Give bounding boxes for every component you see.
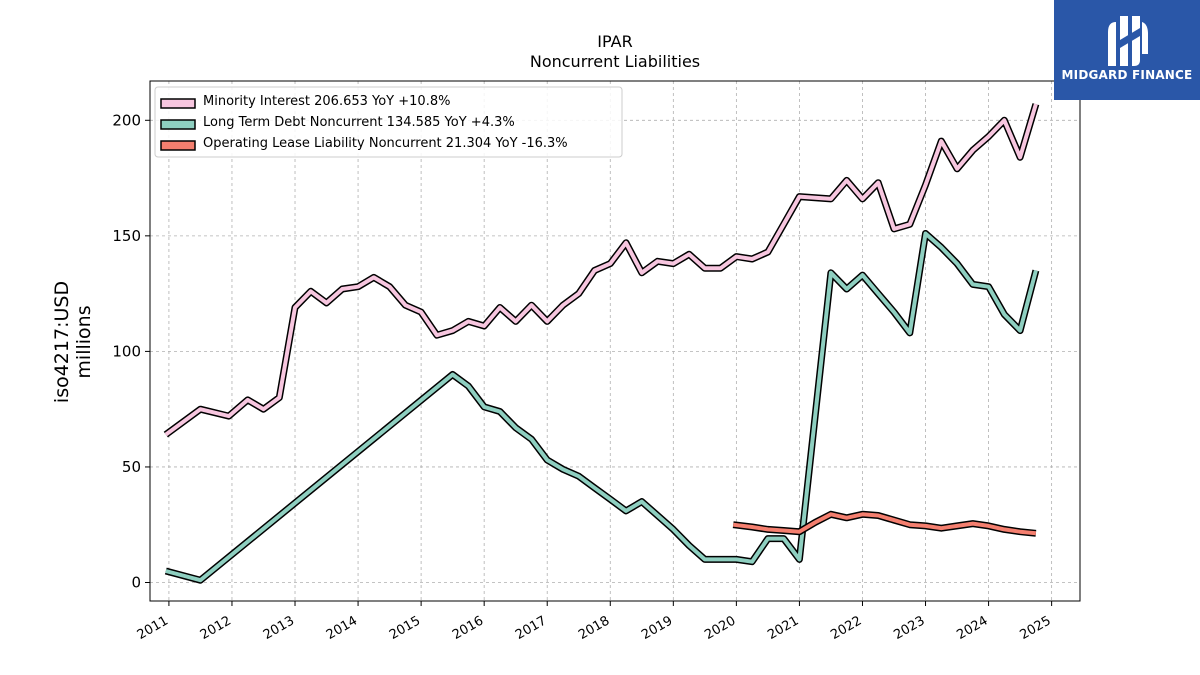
x-tick-label: 2012 (198, 613, 234, 643)
legend-label-operating-lease: Operating Lease Liability Noncurrent 21.… (203, 136, 568, 151)
x-tick-label: 2014 (324, 613, 360, 643)
x-tick-label: 2017 (513, 613, 549, 643)
legend-swatch-0 (160, 98, 196, 109)
series-line-0 (164, 103, 1038, 437)
x-tick-label: 2025 (1017, 613, 1053, 643)
grid (150, 81, 1080, 601)
series-line-1 (165, 231, 1038, 583)
y-tick-label: 100 (112, 342, 141, 360)
chart-subtitle: Noncurrent Liabilities (530, 52, 700, 71)
legend-swatch-2 (160, 140, 196, 151)
x-tick-label: 2015 (387, 613, 423, 643)
legend-box (154, 86, 623, 158)
x-tick-label: 2024 (954, 613, 990, 643)
x-tick-label: 2018 (576, 613, 612, 643)
x-tick-label: 2016 (450, 613, 486, 643)
midgard-logo-icon (1108, 16, 1148, 66)
y-axis-label-line1: iso4217:USD (51, 281, 73, 403)
legend-label-long-term-debt: Long Term Debt Noncurrent 134.585 YoY +4… (203, 115, 515, 130)
x-tick-label: 2011 (135, 613, 171, 643)
brand-name: MIDGARD FINANCE (1061, 68, 1193, 82)
y-tick-label: 200 (112, 111, 141, 129)
y-tick-label: 50 (122, 458, 141, 476)
chart-title: IPAR (597, 32, 632, 51)
x-tick-label: 2022 (828, 613, 864, 643)
x-tick-label: 2023 (891, 613, 927, 643)
legend: Minority Interest 206.653 YoY +10.8% Lon… (154, 86, 623, 158)
y-axis-label: iso4217:USD millions (51, 281, 95, 403)
y-axis: 0 50 100 150 200 (112, 111, 150, 592)
y-axis-label-line2: millions (73, 305, 95, 378)
legend-swatch-1 (160, 119, 196, 130)
x-tick-label: 2013 (261, 613, 297, 643)
series-lines (163, 103, 1040, 584)
series-line-2 (732, 512, 1037, 536)
y-tick-label: 0 (131, 574, 141, 592)
x-tick-label: 2020 (702, 613, 738, 643)
brand-logo: MIDGARD FINANCE (1054, 0, 1200, 100)
y-tick-label: 150 (112, 227, 141, 245)
series-outline-1 (164, 230, 1040, 584)
legend-label-minority-interest: Minority Interest 206.653 YoY +10.8% (203, 94, 450, 109)
x-tick-label: 2021 (765, 613, 801, 643)
x-axis: 2011 2012 2013 2014 2015 2016 2017 2018 2019 2020… (135, 601, 1054, 643)
x-tick-label: 2019 (639, 613, 675, 643)
plot-frame (149, 80, 1081, 602)
